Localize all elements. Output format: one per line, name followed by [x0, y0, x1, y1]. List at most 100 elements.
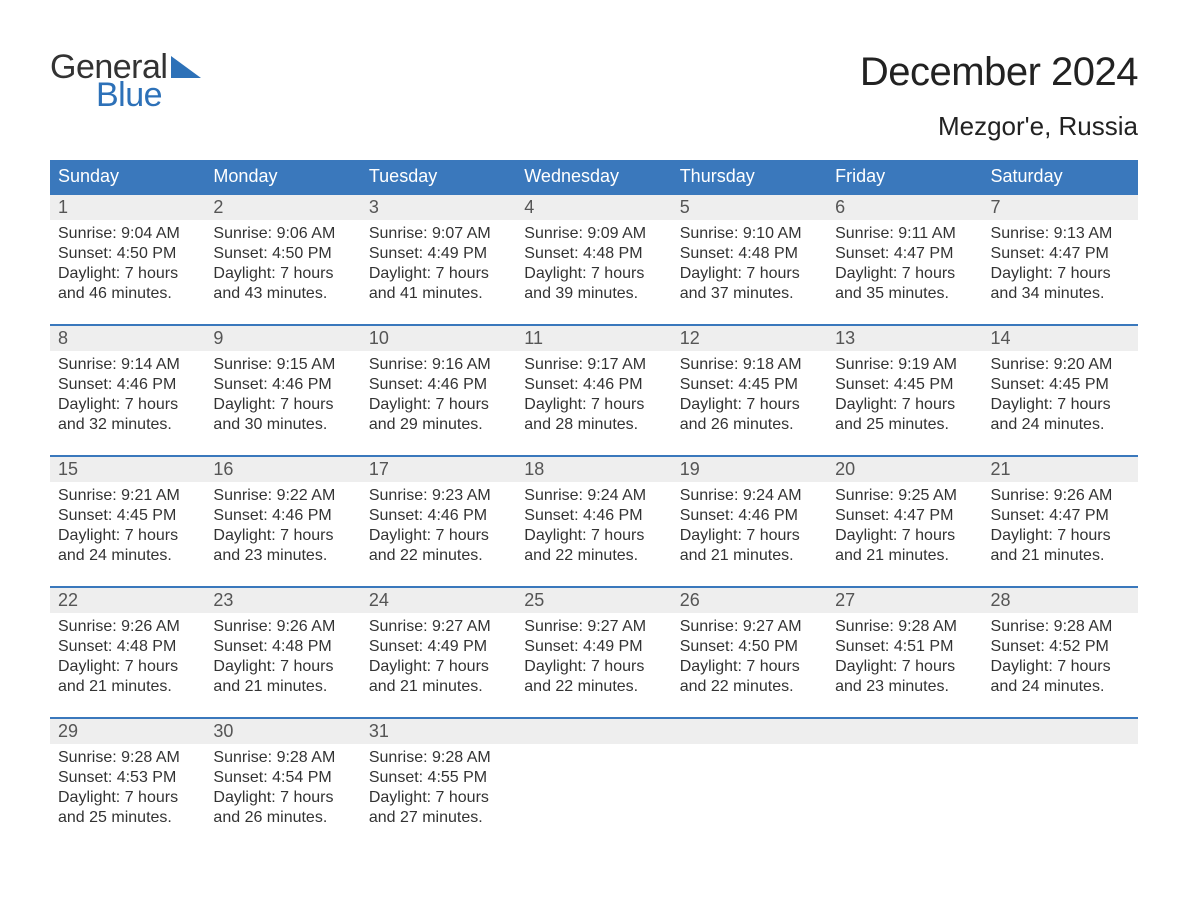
day-sunrise: Sunrise: 9:28 AM [213, 748, 354, 768]
day-day2: and 21 minutes. [58, 677, 199, 697]
day-number: 5 [672, 195, 827, 220]
day-cell: Sunrise: 9:26 AMSunset: 4:48 PMDaylight:… [205, 613, 360, 707]
day-number: 6 [827, 195, 982, 220]
day-cell: Sunrise: 9:15 AMSunset: 4:46 PMDaylight:… [205, 351, 360, 445]
day-sunset: Sunset: 4:45 PM [835, 375, 976, 395]
day-sunrise: Sunrise: 9:28 AM [991, 617, 1132, 637]
day-sunrise: Sunrise: 9:27 AM [524, 617, 665, 637]
day-number: 27 [827, 588, 982, 613]
day-day2: and 21 minutes. [369, 677, 510, 697]
day-cell: Sunrise: 9:27 AMSunset: 4:49 PMDaylight:… [361, 613, 516, 707]
week-row: 22232425262728Sunrise: 9:26 AMSunset: 4:… [50, 586, 1138, 717]
day-number: 24 [361, 588, 516, 613]
day-day2: and 21 minutes. [680, 546, 821, 566]
week-row: 1234567Sunrise: 9:04 AMSunset: 4:50 PMDa… [50, 193, 1138, 324]
day-number: 16 [205, 457, 360, 482]
header: General Blue December 2024 Mezgor'e, Rus… [50, 50, 1138, 142]
day-day1: Daylight: 7 hours [213, 657, 354, 677]
day-cell: Sunrise: 9:06 AMSunset: 4:50 PMDaylight:… [205, 220, 360, 314]
day-cell: Sunrise: 9:28 AMSunset: 4:55 PMDaylight:… [361, 744, 516, 838]
day-day1: Daylight: 7 hours [213, 264, 354, 284]
day-number [827, 719, 982, 744]
day-sunset: Sunset: 4:52 PM [991, 637, 1132, 657]
day-number: 3 [361, 195, 516, 220]
month-title: December 2024 [860, 50, 1138, 95]
day-number: 11 [516, 326, 671, 351]
day-day1: Daylight: 7 hours [680, 526, 821, 546]
day-number: 25 [516, 588, 671, 613]
day-day2: and 39 minutes. [524, 284, 665, 304]
day-sunset: Sunset: 4:45 PM [680, 375, 821, 395]
days-of-week-header: Sunday Monday Tuesday Wednesday Thursday… [50, 160, 1138, 193]
day-sunset: Sunset: 4:55 PM [369, 768, 510, 788]
day-day1: Daylight: 7 hours [680, 657, 821, 677]
day-sunrise: Sunrise: 9:17 AM [524, 355, 665, 375]
day-cell [516, 744, 671, 838]
day-sunset: Sunset: 4:46 PM [213, 506, 354, 526]
day-number: 14 [983, 326, 1138, 351]
day-sunset: Sunset: 4:46 PM [369, 506, 510, 526]
day-cell: Sunrise: 9:27 AMSunset: 4:50 PMDaylight:… [672, 613, 827, 707]
day-number: 19 [672, 457, 827, 482]
day-cell: Sunrise: 9:28 AMSunset: 4:53 PMDaylight:… [50, 744, 205, 838]
day-day2: and 25 minutes. [835, 415, 976, 435]
day-day2: and 22 minutes. [369, 546, 510, 566]
day-number-row: 1234567 [50, 195, 1138, 220]
day-day1: Daylight: 7 hours [213, 395, 354, 415]
day-number-row: 891011121314 [50, 326, 1138, 351]
day-sunset: Sunset: 4:45 PM [58, 506, 199, 526]
day-sunset: Sunset: 4:46 PM [524, 506, 665, 526]
day-cell: Sunrise: 9:24 AMSunset: 4:46 PMDaylight:… [516, 482, 671, 576]
day-sunrise: Sunrise: 9:09 AM [524, 224, 665, 244]
day-day1: Daylight: 7 hours [835, 395, 976, 415]
day-cell: Sunrise: 9:26 AMSunset: 4:48 PMDaylight:… [50, 613, 205, 707]
day-number: 13 [827, 326, 982, 351]
week-row: 891011121314Sunrise: 9:14 AMSunset: 4:46… [50, 324, 1138, 455]
day-day1: Daylight: 7 hours [524, 395, 665, 415]
day-cell: Sunrise: 9:09 AMSunset: 4:48 PMDaylight:… [516, 220, 671, 314]
day-sunset: Sunset: 4:47 PM [835, 506, 976, 526]
day-sunset: Sunset: 4:48 PM [680, 244, 821, 264]
day-cell: Sunrise: 9:25 AMSunset: 4:47 PMDaylight:… [827, 482, 982, 576]
day-body-row: Sunrise: 9:04 AMSunset: 4:50 PMDaylight:… [50, 220, 1138, 324]
day-day1: Daylight: 7 hours [991, 526, 1132, 546]
day-sunrise: Sunrise: 9:23 AM [369, 486, 510, 506]
day-number-row: 15161718192021 [50, 457, 1138, 482]
page: General Blue December 2024 Mezgor'e, Rus… [0, 0, 1188, 888]
day-sunset: Sunset: 4:54 PM [213, 768, 354, 788]
day-cell: Sunrise: 9:14 AMSunset: 4:46 PMDaylight:… [50, 351, 205, 445]
day-day2: and 23 minutes. [213, 546, 354, 566]
day-day1: Daylight: 7 hours [835, 657, 976, 677]
day-day1: Daylight: 7 hours [991, 264, 1132, 284]
day-day1: Daylight: 7 hours [524, 264, 665, 284]
weeks-container: 1234567Sunrise: 9:04 AMSunset: 4:50 PMDa… [50, 193, 1138, 848]
day-cell: Sunrise: 9:17 AMSunset: 4:46 PMDaylight:… [516, 351, 671, 445]
day-number: 9 [205, 326, 360, 351]
day-sunrise: Sunrise: 9:19 AM [835, 355, 976, 375]
day-day2: and 34 minutes. [991, 284, 1132, 304]
day-sunrise: Sunrise: 9:27 AM [680, 617, 821, 637]
day-sunset: Sunset: 4:51 PM [835, 637, 976, 657]
logo: General Blue [50, 50, 201, 112]
dow-wednesday: Wednesday [516, 160, 671, 193]
day-cell [983, 744, 1138, 838]
week-row: 293031Sunrise: 9:28 AMSunset: 4:53 PMDay… [50, 717, 1138, 848]
day-number: 23 [205, 588, 360, 613]
day-cell: Sunrise: 9:18 AMSunset: 4:45 PMDaylight:… [672, 351, 827, 445]
day-day1: Daylight: 7 hours [58, 657, 199, 677]
day-number: 15 [50, 457, 205, 482]
day-number: 1 [50, 195, 205, 220]
day-number: 18 [516, 457, 671, 482]
day-day1: Daylight: 7 hours [369, 657, 510, 677]
day-sunset: Sunset: 4:45 PM [991, 375, 1132, 395]
location-label: Mezgor'e, Russia [860, 111, 1138, 142]
day-sunrise: Sunrise: 9:22 AM [213, 486, 354, 506]
day-number [983, 719, 1138, 744]
dow-tuesday: Tuesday [361, 160, 516, 193]
day-number: 30 [205, 719, 360, 744]
day-cell: Sunrise: 9:22 AMSunset: 4:46 PMDaylight:… [205, 482, 360, 576]
day-sunrise: Sunrise: 9:14 AM [58, 355, 199, 375]
day-sunrise: Sunrise: 9:24 AM [680, 486, 821, 506]
day-sunset: Sunset: 4:48 PM [213, 637, 354, 657]
day-day1: Daylight: 7 hours [835, 264, 976, 284]
